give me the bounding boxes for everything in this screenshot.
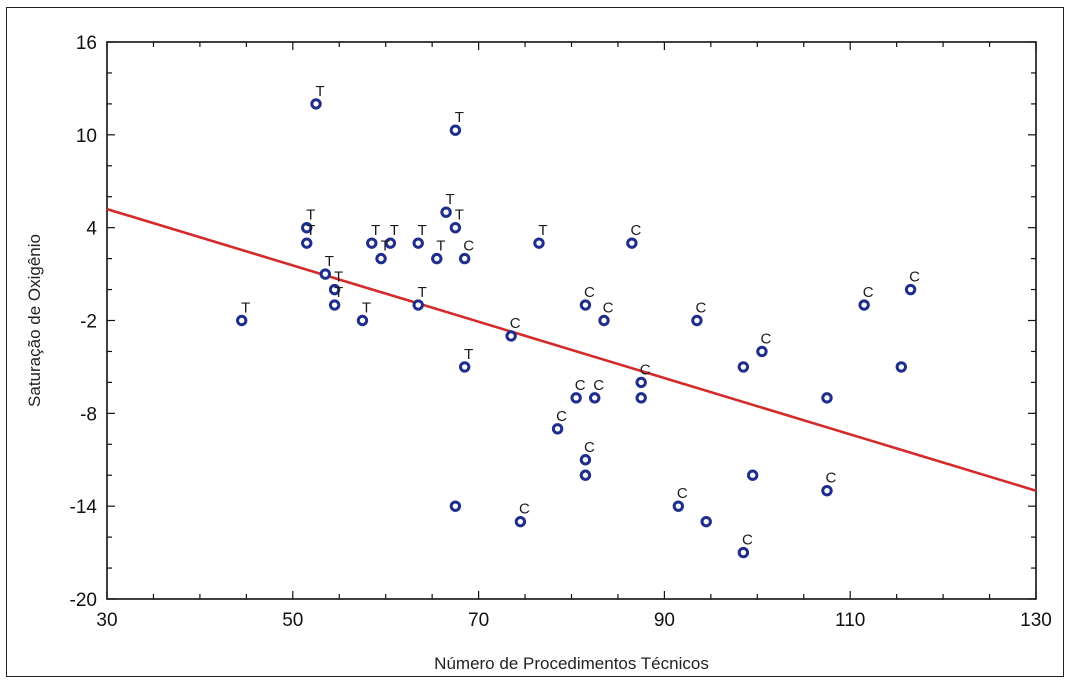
data-point [906, 285, 914, 293]
point-label: T [315, 83, 324, 100]
data-point [693, 316, 701, 324]
point-label: T [306, 222, 315, 239]
point-label: T [334, 269, 343, 286]
data-point [581, 471, 589, 479]
data-point [377, 254, 385, 262]
point-label: C [863, 284, 874, 301]
point-label: C [909, 269, 920, 286]
y-tick-label: 4 [86, 219, 97, 240]
data-point [637, 378, 645, 386]
y-tick-label: -8 [80, 404, 97, 425]
point-label: C [584, 284, 595, 301]
data-point [433, 254, 441, 262]
data-point [897, 363, 905, 371]
data-point [516, 517, 524, 525]
data-point [368, 239, 376, 247]
data-point [748, 471, 756, 479]
point-label: T [241, 300, 250, 317]
point-label: C [677, 485, 688, 502]
point-label: C [761, 330, 772, 347]
point-label: T [455, 207, 464, 224]
data-point [414, 239, 422, 247]
point-label: C [742, 532, 753, 549]
data-point [321, 270, 329, 278]
data-point [442, 208, 450, 216]
point-label: C [556, 408, 567, 425]
point-label: T [390, 222, 399, 239]
y-tick-label: -2 [80, 312, 97, 333]
point-label: C [640, 361, 651, 378]
data-point [535, 239, 543, 247]
x-tick-label: 130 [1020, 610, 1052, 631]
data-point [414, 301, 422, 309]
point-label: T [418, 222, 427, 239]
x-tick-label: 90 [654, 610, 675, 631]
point-label: C [826, 470, 837, 487]
point-label: T [325, 253, 334, 270]
data-point [238, 316, 246, 324]
data-point [581, 301, 589, 309]
point-label: T [538, 222, 547, 239]
data-point [702, 517, 710, 525]
data-point [581, 456, 589, 464]
point-label: C [695, 300, 706, 317]
data-point [303, 239, 311, 247]
data-point [553, 425, 561, 433]
data-point [460, 363, 468, 371]
data-point [358, 316, 366, 324]
point-label: T [436, 238, 445, 255]
data-point [572, 394, 580, 402]
data-point [451, 223, 459, 231]
data-point [628, 239, 636, 247]
point-label: C [510, 315, 521, 332]
data-point [507, 332, 515, 340]
y-tick-label: -20 [70, 590, 97, 611]
y-tick-label: 16 [76, 33, 97, 54]
data-point [460, 254, 468, 262]
point-label: C [630, 222, 641, 239]
point-label: C [584, 439, 595, 456]
data-point [758, 347, 766, 355]
point-label: T [418, 284, 427, 301]
point-label: T [445, 191, 454, 208]
point-label: T [380, 238, 389, 255]
point-label: T [455, 109, 464, 126]
data-point [591, 394, 599, 402]
point-label: C [519, 501, 530, 518]
data-point [330, 301, 338, 309]
data-point [312, 100, 320, 108]
data-point [739, 548, 747, 556]
y-tick-label: -14 [70, 497, 98, 518]
point-label: T [371, 222, 380, 239]
point-label: T [362, 300, 371, 317]
y-tick-label: 10 [76, 126, 97, 147]
point-label: T [464, 346, 473, 363]
point-label: T [334, 284, 343, 301]
point-label: T [306, 207, 315, 224]
data-point [451, 502, 459, 510]
y-axis-title: Saturação de Oxigênio [25, 234, 44, 407]
x-tick-label: 110 [835, 610, 865, 631]
data-point [600, 316, 608, 324]
point-label: C [593, 377, 604, 394]
data-point [823, 394, 831, 402]
data-point [674, 502, 682, 510]
data-point [739, 363, 747, 371]
x-tick-label: 70 [468, 610, 489, 631]
x-axis-title: Número de Procedimentos Técnicos [434, 654, 709, 673]
data-point [637, 394, 645, 402]
point-label: C [463, 238, 474, 255]
x-tick-label: 50 [282, 610, 303, 631]
point-label: C [575, 377, 586, 394]
point-label: C [603, 300, 614, 317]
data-point [860, 301, 868, 309]
data-point [823, 486, 831, 494]
data-point [451, 126, 459, 134]
x-tick-label: 30 [96, 610, 117, 631]
